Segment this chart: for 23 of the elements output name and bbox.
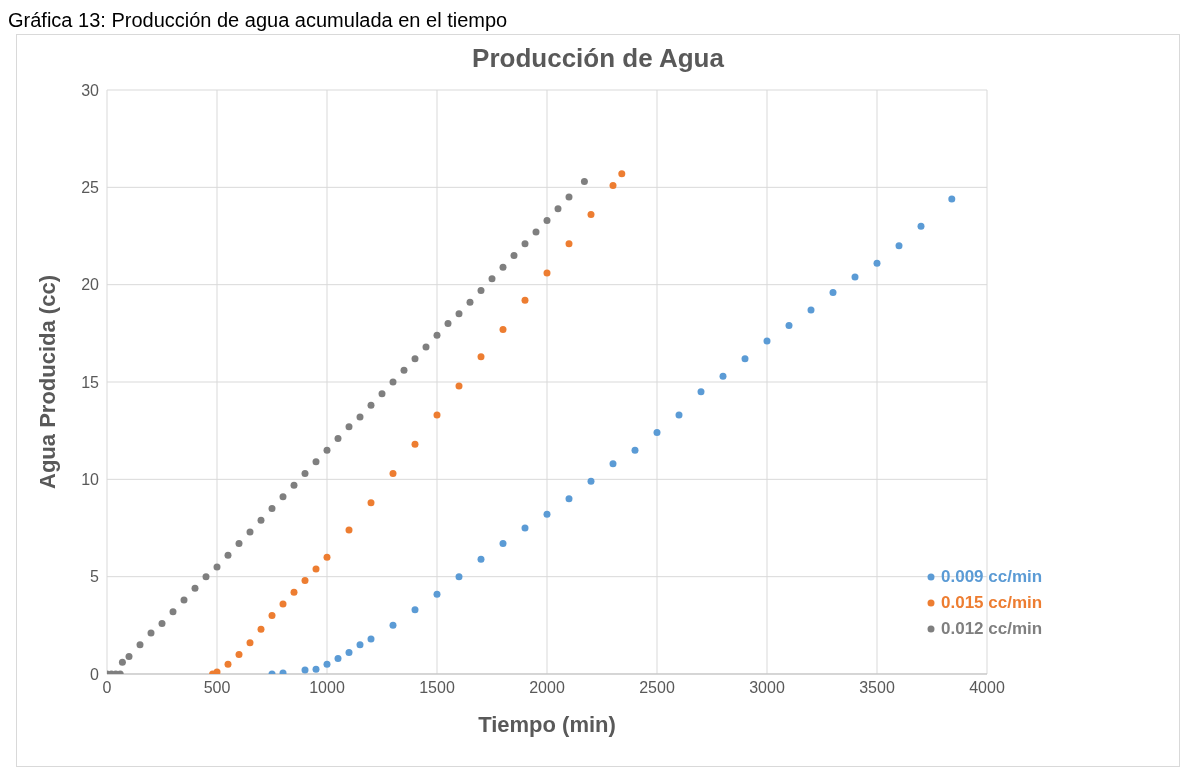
y-tick-label: 20 xyxy=(81,276,100,294)
x-tick-label: 1500 xyxy=(419,679,455,697)
x-tick-label: 3500 xyxy=(859,679,895,697)
y-tick-label: 30 xyxy=(81,81,100,99)
x-tick-label: 4000 xyxy=(969,679,1005,697)
x-tick-label: 0 xyxy=(102,679,112,697)
legend-label: 0.012 cc/min xyxy=(941,619,1043,639)
legend-label: 0.015 cc/min xyxy=(941,593,1043,613)
y-tick-label: 25 xyxy=(81,179,100,197)
y-tick-label: 0 xyxy=(90,665,100,683)
y-tick-label: 5 xyxy=(90,568,100,586)
y-tick-label: 15 xyxy=(81,373,100,391)
x-axis-title: Tiempo (min) xyxy=(478,712,616,737)
x-tick-label: 3000 xyxy=(749,679,785,697)
y-tick-label: 10 xyxy=(81,471,100,489)
x-tick-label: 2000 xyxy=(529,679,565,697)
x-tick-label: 2500 xyxy=(639,679,675,697)
text: Gráfica 13: Producción de agua acumulada en el tiempo xyxy=(8,8,509,32)
y-axis-title: Agua Producida (cc) xyxy=(34,275,60,489)
x-tick-label: 1000 xyxy=(309,679,345,697)
chart-title: Producción de Agua xyxy=(471,43,725,74)
x-tick-label: 500 xyxy=(203,679,231,697)
legend-label: 0.009 cc/min xyxy=(941,567,1043,587)
